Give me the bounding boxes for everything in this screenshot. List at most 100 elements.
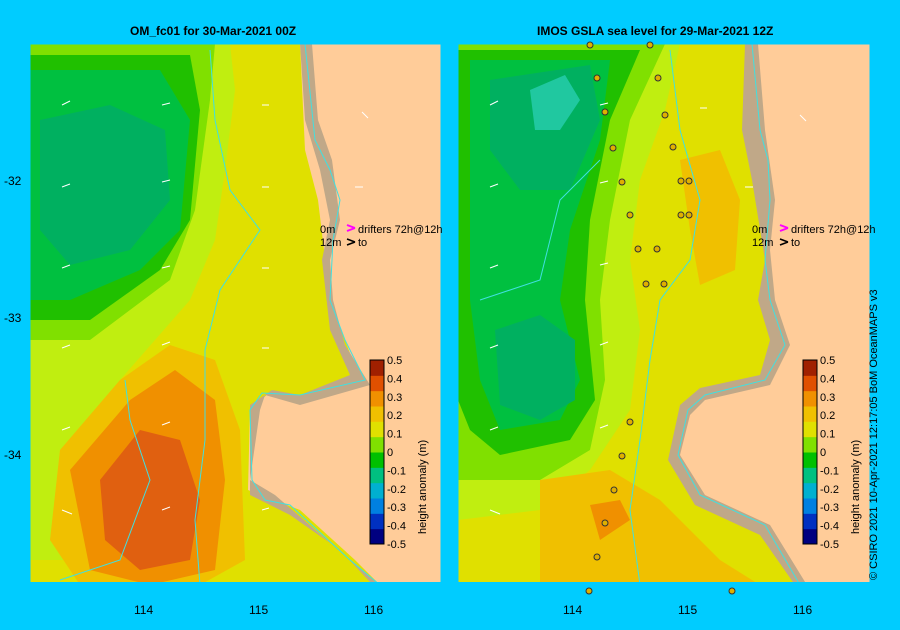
left-colorbar-frame: [369, 359, 385, 545]
lat-label-34: -34: [4, 448, 22, 462]
left-lon-116: 116: [364, 603, 383, 617]
right-colorbar-band: [803, 406, 817, 422]
right-legend-depth-0: 0m: [752, 224, 767, 236]
right-colorbar-tick: 0.4: [820, 373, 835, 385]
left-colorbar-tick: 0: [387, 447, 393, 459]
lat-label-32: -32: [4, 174, 22, 188]
left-lon-114: 114: [134, 603, 153, 617]
left-panel-title: OM_fc01 for 30-Mar-2021 00Z: [130, 24, 297, 38]
right-legend-black-arrow: [779, 238, 789, 246]
left-colorbar-tick: 0.3: [387, 392, 402, 404]
left-colorbar-band: [370, 452, 384, 468]
right-bottom-strip: [458, 582, 870, 590]
lat-label-33: -33: [4, 311, 22, 325]
right-colorbar-tick: 0.3: [820, 392, 835, 404]
right-legend-text-1: drifters 72h@12h: [791, 224, 876, 236]
right-colorbar-band: [803, 452, 817, 468]
left-colorbar-band: [370, 406, 384, 422]
left-legend-black-arrow: [346, 238, 356, 246]
left-colorbar-tick: -0.3: [387, 502, 406, 514]
left-drifter-legend: 0m drifters 72h@12h 12m to: [320, 224, 443, 249]
left-colorbar-tick: 0.1: [387, 429, 402, 441]
left-colorbar-band: [370, 390, 384, 407]
left-colorbar-band: [370, 421, 384, 438]
right-map: [458, 44, 870, 590]
right-colorbar-tick: -0.4: [820, 521, 839, 533]
left-velocity-vectors: [61, 100, 369, 515]
right-current-line-2: [479, 159, 601, 301]
left-colorbar-tick: -0.4: [387, 521, 406, 533]
right-colorbar-tick: 0.5: [820, 355, 835, 367]
right-colorbar-tick: 0: [820, 447, 826, 459]
right-colorbar-band: [803, 375, 817, 392]
left-colorbar: 0.5 0.4 0.3 0.2 0.1 0 -0.1 -0.2 -0.3 -0.4 -0.5 heig…: [369, 355, 429, 551]
right-colorbar-band: [803, 498, 817, 514]
right-panel-title: IMOS GSLA sea level for 29-Mar-2021 12Z: [537, 24, 774, 38]
left-map: [30, 44, 441, 590]
right-colorbar-label: height anomaly (m): [850, 440, 862, 534]
right-coastline: [677, 44, 801, 586]
left-colorbar-label: height anomaly (m): [417, 440, 429, 534]
right-legend-magenta-arrow: [779, 224, 789, 232]
left-legend-magenta-arrow: [346, 224, 356, 232]
left-legend-text-2: to: [358, 237, 367, 249]
right-lon-114: 114: [563, 603, 582, 617]
right-lon-116: 116: [793, 603, 812, 617]
right-lon-115: 115: [678, 603, 697, 617]
right-colorbar-tick: 0.2: [820, 410, 835, 422]
left-colorbar-band: [370, 436, 384, 453]
right-colorbar-band: [803, 421, 817, 438]
right-drifter-legend: 0m drifters 72h@12h 12m to: [752, 224, 876, 249]
right-legend-depth-12: 12m: [752, 237, 773, 249]
right-colorbar-frame: [802, 359, 818, 545]
right-colorbar-tick: -0.1: [820, 465, 839, 477]
left-green-3: [40, 105, 170, 265]
left-colorbar-band: [370, 360, 384, 376]
right-shelf: [458, 44, 810, 590]
left-colorbar-tick: -0.2: [387, 484, 406, 496]
right-colorbar-band: [803, 436, 817, 453]
left-legend-depth-0: 0m: [320, 224, 335, 236]
right-drifter-markers: [585, 41, 736, 595]
right-colorbar: 0.5 0.4 0.3 0.2 0.1 0 -0.1 -0.2 -0.3 -0.4 -0.5 heig…: [802, 355, 862, 551]
left-warm-3: [100, 430, 200, 570]
left-colorbar-band: [370, 375, 384, 392]
left-current-line-2: [59, 379, 151, 581]
right-colorbar-band: [803, 390, 817, 407]
left-legend-depth-12: 12m: [320, 237, 341, 249]
left-colorbar-tick: 0.2: [387, 410, 402, 422]
left-colorbar-tick: 0.5: [387, 355, 402, 367]
right-colorbar-tick: -0.5: [820, 539, 839, 551]
right-velocity-vectors: [489, 100, 807, 515]
right-legend-text-2: to: [791, 237, 800, 249]
right-colorbar-band: [803, 360, 817, 376]
right-colorbar-tick: 0.1: [820, 429, 835, 441]
left-legend-text-1: drifters 72h@12h: [358, 224, 443, 236]
right-lon-labels: 114 115 116: [563, 603, 812, 617]
left-colorbar-tick: -0.5: [387, 539, 406, 551]
left-lat-labels: -32 -33 -34: [4, 174, 22, 462]
right-warm-3: [590, 500, 630, 540]
right-colorbar-tick: -0.2: [820, 484, 839, 496]
right-colorbar-band: [803, 482, 817, 499]
left-colorbar-band: [370, 498, 384, 514]
left-colorbar-band: [370, 513, 384, 530]
left-colorbar-band: [370, 482, 384, 499]
left-colorbar-band: [370, 467, 384, 484]
left-current-line: [194, 49, 261, 586]
left-colorbar-tick: -0.1: [387, 465, 406, 477]
left-coastline: [249, 44, 381, 586]
credit-text: © CSIRO 2021 10-Apr-2021 12:17:05 BoM Oc…: [868, 289, 880, 580]
right-colorbar-band: [803, 513, 817, 530]
right-colorbar-tick: -0.3: [820, 502, 839, 514]
right-green-4: [495, 315, 575, 420]
left-colorbar-band: [370, 528, 384, 545]
left-colorbar-tick: 0.4: [387, 373, 402, 385]
right-colorbar-band: [803, 528, 817, 545]
right-teal: [530, 75, 580, 130]
left-lon-labels: 114 115 116: [134, 603, 383, 617]
right-colorbar-band: [803, 467, 817, 484]
right-current-line: [629, 49, 701, 586]
left-bottom-strip: [30, 582, 441, 590]
